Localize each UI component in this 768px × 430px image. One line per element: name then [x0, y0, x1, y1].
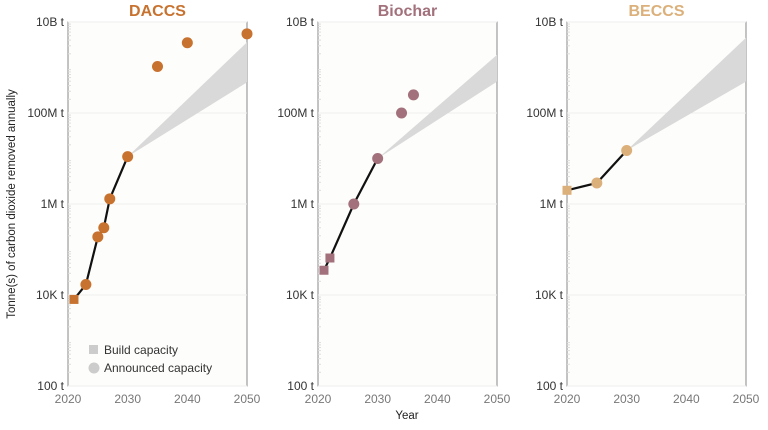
y-tick-label: 1M t	[41, 197, 65, 211]
x-tick-label: 2040	[424, 392, 451, 406]
projection-band	[127, 42, 247, 157]
y-tick-label: 10K t	[36, 288, 65, 302]
legend: Build capacity Announced capacity	[88, 343, 212, 375]
y-tick-label: 100 t	[37, 379, 64, 393]
y-tick-label: 100 t	[287, 379, 314, 393]
y-tick-label: 100M t	[526, 106, 563, 120]
projection-band	[377, 54, 497, 159]
announced-capacity-marker	[407, 89, 419, 101]
y-tick-label: 1M t	[291, 197, 315, 211]
x-axis-label: Year	[395, 410, 418, 422]
legend-label: Announced capacity	[104, 361, 212, 375]
build-capacity-marker	[325, 253, 335, 263]
announced-capacity-marker	[92, 231, 104, 243]
announced-capacity-marker	[372, 153, 384, 164]
announced-capacity-marker	[241, 28, 253, 40]
x-tick-label: 2020	[554, 392, 581, 406]
legend-square-marker	[89, 345, 98, 354]
y-tick-label: 10K t	[286, 288, 315, 302]
y-tick-label: 10K t	[535, 288, 564, 302]
announced-capacity-marker	[181, 37, 193, 49]
legend-circle-marker	[88, 362, 100, 374]
y-tick-label: 1M t	[540, 197, 564, 211]
y-tick-label: 100 t	[536, 379, 563, 393]
panel-title: DACCS	[129, 3, 186, 20]
y-tick-label: 100M t	[27, 106, 64, 120]
announced-capacity-marker	[80, 279, 92, 291]
announced-capacity-marker	[104, 193, 116, 205]
trend-line	[322, 157, 379, 271]
y-axis-label: Tonne(s) of carbon dioxide removed annua…	[6, 89, 18, 319]
x-tick-label: 2040	[673, 392, 700, 406]
build-capacity-marker	[562, 185, 572, 195]
announced-capacity-marker	[122, 151, 134, 163]
build-capacity-marker	[319, 265, 329, 275]
announced-capacity-marker	[396, 107, 408, 119]
x-tick-label: 2020	[305, 392, 332, 406]
x-tick-label: 2030	[114, 392, 141, 406]
y-tick-label: 10B t	[36, 15, 65, 29]
panel-daccs: 100 t 10K t 1M t 100M t 10B t 2020 2030 2040 205…	[27, 3, 260, 406]
legend-label: Build capacity	[104, 343, 178, 357]
projection-band	[626, 37, 746, 151]
announced-capacity-marker	[348, 198, 360, 210]
y-tick-label: 10B t	[535, 15, 564, 29]
x-tick-label: 2050	[733, 392, 760, 406]
x-tick-label: 2030	[613, 392, 640, 406]
x-tick-label: 2040	[174, 392, 201, 406]
announced-capacity-marker	[591, 177, 603, 189]
y-tick-label: 10B t	[286, 15, 315, 29]
build-capacity-marker	[69, 294, 79, 304]
x-tick-label: 2030	[364, 392, 391, 406]
announced-capacity-marker	[621, 144, 633, 156]
panel-biochar: 100 t 10K t 1M t 100M t 10B t 2020 2030 2040 205…	[277, 3, 510, 406]
announced-capacity-marker	[152, 61, 163, 73]
announced-capacity-marker	[98, 222, 110, 234]
panel-title: Biochar	[378, 3, 438, 20]
panel-beccs: 100 t 10K t 1M t 100M t 10B t 2020 2030 2040 205…	[526, 3, 759, 406]
panel-title: BECCS	[628, 3, 684, 20]
x-tick-label: 2050	[484, 392, 511, 406]
x-tick-label: 2050	[234, 392, 261, 406]
y-tick-label: 100M t	[277, 106, 314, 120]
x-tick-label: 2020	[55, 392, 82, 406]
